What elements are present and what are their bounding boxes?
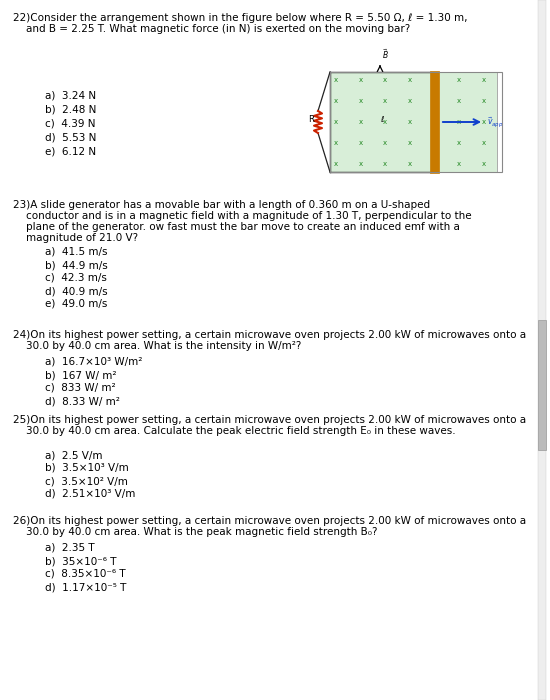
Text: b)  44.9 m/s: b) 44.9 m/s	[45, 260, 108, 270]
Text: c)  8.35×10⁻⁶ T: c) 8.35×10⁻⁶ T	[45, 569, 125, 579]
Text: 30.0 by 40.0 cm area. What is the intensity in W/m²?: 30.0 by 40.0 cm area. What is the intens…	[13, 341, 301, 351]
Text: x: x	[334, 161, 338, 167]
Text: conductor and is in a magnetic field with a magnitude of 1.30 T, perpendicular t: conductor and is in a magnetic field wit…	[13, 211, 472, 221]
Text: c)  3.5×10² V/m: c) 3.5×10² V/m	[45, 476, 128, 486]
Text: x: x	[383, 119, 387, 125]
Text: x: x	[383, 77, 387, 83]
Text: x: x	[359, 140, 363, 146]
Text: x: x	[482, 161, 486, 167]
Text: x: x	[433, 77, 437, 83]
Text: x: x	[433, 119, 437, 125]
Text: x: x	[433, 98, 437, 104]
Text: 25)On its highest power setting, a certain microwave oven projects 2.00 kW of mi: 25)On its highest power setting, a certa…	[13, 415, 526, 425]
Text: $\vec{B}$: $\vec{B}$	[382, 47, 389, 61]
Text: c)  4.39 N: c) 4.39 N	[45, 118, 96, 128]
Text: ℓ: ℓ	[380, 116, 384, 125]
Text: x: x	[383, 98, 387, 104]
Text: x: x	[482, 98, 486, 104]
Text: plane of the generator. ow fast must the bar move to create an induced emf with : plane of the generator. ow fast must the…	[13, 222, 460, 232]
Polygon shape	[330, 72, 497, 172]
Text: x: x	[359, 98, 363, 104]
Text: 26)On its highest power setting, a certain microwave oven projects 2.00 kW of mi: 26)On its highest power setting, a certa…	[13, 516, 526, 526]
Text: d)  1.17×10⁻⁵ T: d) 1.17×10⁻⁵ T	[45, 582, 126, 592]
Text: e)  49.0 m/s: e) 49.0 m/s	[45, 299, 107, 309]
Text: a)  41.5 m/s: a) 41.5 m/s	[45, 247, 107, 257]
Text: b)  35×10⁻⁶ T: b) 35×10⁻⁶ T	[45, 556, 117, 566]
Text: d)  40.9 m/s: d) 40.9 m/s	[45, 286, 108, 296]
Text: 30.0 by 40.0 cm area. What is the peak magnetic field strength B₀?: 30.0 by 40.0 cm area. What is the peak m…	[13, 527, 377, 537]
Text: 30.0 by 40.0 cm area. Calculate the peak electric field strength E₀ in these wav: 30.0 by 40.0 cm area. Calculate the peak…	[13, 426, 455, 436]
Text: x: x	[383, 140, 387, 146]
Text: x: x	[457, 77, 461, 83]
Text: magnitude of 21.0 V?: magnitude of 21.0 V?	[13, 233, 138, 243]
Text: a)  2.5 V/m: a) 2.5 V/m	[45, 450, 102, 460]
Text: x: x	[334, 98, 338, 104]
Text: x: x	[408, 140, 412, 146]
Text: c)  833 W/ m²: c) 833 W/ m²	[45, 383, 116, 393]
Text: a)  2.35 T: a) 2.35 T	[45, 543, 95, 553]
Text: 24)On its highest power setting, a certain microwave oven projects 2.00 kW of mi: 24)On its highest power setting, a certa…	[13, 330, 526, 340]
Text: x: x	[433, 140, 437, 146]
Text: d)  5.53 N: d) 5.53 N	[45, 132, 96, 142]
Text: x: x	[408, 119, 412, 125]
Text: b)  2.48 N: b) 2.48 N	[45, 104, 96, 114]
Text: x: x	[334, 77, 338, 83]
Text: x: x	[457, 98, 461, 104]
Text: d)  8.33 W/ m²: d) 8.33 W/ m²	[45, 396, 120, 406]
Text: a)  16.7×10³ W/m²: a) 16.7×10³ W/m²	[45, 357, 142, 367]
Text: x: x	[408, 77, 412, 83]
Text: x: x	[334, 140, 338, 146]
Text: x: x	[457, 140, 461, 146]
Text: x: x	[482, 77, 486, 83]
Text: x: x	[457, 161, 461, 167]
Bar	[538, 0, 546, 700]
Text: x: x	[408, 98, 412, 104]
Text: x: x	[383, 161, 387, 167]
Text: x: x	[482, 119, 486, 125]
Text: x: x	[457, 119, 461, 125]
Text: 22)Consider the arrangement shown in the figure below where R = 5.50 Ω, ℓ = 1.30: 22)Consider the arrangement shown in the…	[13, 13, 467, 23]
Bar	[538, 320, 546, 450]
Text: 23)A slide generator has a movable bar with a length of 0.360 m on a U-shaped: 23)A slide generator has a movable bar w…	[13, 200, 430, 210]
Polygon shape	[430, 71, 439, 173]
Text: e)  6.12 N: e) 6.12 N	[45, 146, 96, 156]
Text: and B = 2.25 T. What magnetic force (in N) is exerted on the moving bar?: and B = 2.25 T. What magnetic force (in …	[13, 24, 410, 34]
Text: x: x	[408, 161, 412, 167]
Text: b)  167 W/ m²: b) 167 W/ m²	[45, 370, 117, 380]
Text: $\vec{v}_{app}$: $\vec{v}_{app}$	[487, 115, 503, 129]
Text: x: x	[359, 119, 363, 125]
Text: d)  2.51×10³ V/m: d) 2.51×10³ V/m	[45, 489, 135, 499]
Text: x: x	[359, 77, 363, 83]
Text: c)  42.3 m/s: c) 42.3 m/s	[45, 273, 107, 283]
Text: b)  3.5×10³ V/m: b) 3.5×10³ V/m	[45, 463, 129, 473]
Text: x: x	[433, 161, 437, 167]
Text: R: R	[308, 115, 314, 123]
Text: x: x	[359, 161, 363, 167]
Text: a)  3.24 N: a) 3.24 N	[45, 90, 96, 100]
Text: x: x	[482, 140, 486, 146]
Text: x: x	[334, 119, 338, 125]
